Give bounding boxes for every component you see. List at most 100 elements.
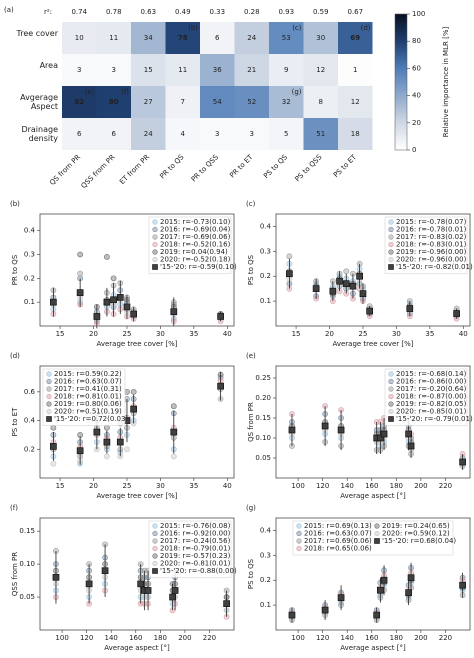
y-tick-label: 0.15 [255, 414, 271, 422]
legend-swatch [388, 401, 394, 407]
mean-marker [116, 438, 124, 446]
year-point [77, 270, 84, 277]
cell-value: 54 [213, 98, 222, 106]
cell-value: 6 [215, 34, 220, 42]
x-tick-label: 35 [189, 330, 198, 338]
legend: 2015: r=-0.68(0.14)2016: r=-0.86(0.00)20… [384, 368, 473, 426]
legend-swatch [46, 378, 52, 385]
mean-marker [76, 447, 84, 455]
colorbar-tick-label: 100 [412, 10, 425, 18]
legend: 2015: r=0.59(0.22)2016: r=0.63(0.07)2017… [42, 368, 128, 426]
heatmap-cell [338, 118, 373, 150]
legend-label: 2016: r=-0.92(0.00) [160, 530, 231, 538]
column-label: QS from PR [48, 153, 82, 187]
year-point [124, 446, 130, 453]
x-tick-label: 15 [56, 330, 65, 338]
mean-marker [169, 593, 176, 601]
x-tick-label: 120 [316, 482, 329, 490]
legend-label: '15-'20: r=0.68(0.04) [382, 537, 456, 545]
legend-box [384, 216, 468, 274]
mean-marker [286, 270, 293, 278]
row-label: Drainage density [21, 125, 58, 143]
legend-swatch [152, 530, 158, 537]
x-tick-label: 25 [123, 482, 132, 490]
legend-label: 2019: r=0.04(0.94) [160, 248, 228, 256]
x-tick-label: 30 [156, 330, 165, 338]
legend-label: '15-'20: r=-0.79(0.01) [396, 415, 473, 423]
cell-annotation: (c) [292, 24, 302, 32]
y-axis-label: PS to ET [11, 407, 19, 437]
mean-marker [288, 426, 296, 434]
legend-swatch [152, 241, 158, 248]
cell-value: 11 [178, 66, 187, 74]
legend-swatch [46, 386, 52, 392]
heatmap-cell [131, 118, 166, 150]
heatmap-cell [303, 86, 338, 118]
legend-swatch [388, 249, 394, 255]
colorbar-tick-label: 60 [412, 64, 421, 72]
mean-marker [356, 272, 363, 280]
legend-label: 2016: r=-0.69(0.04) [160, 226, 231, 234]
heatmap-cell [96, 54, 131, 86]
cell-value: 18 [351, 130, 360, 138]
x-tick-label: 20 [89, 482, 98, 490]
plot-frame [275, 517, 471, 631]
panel-label: (e) [246, 352, 256, 360]
cell-value: 3 [112, 66, 116, 74]
r2-value: 0.93 [278, 8, 294, 16]
legend-swatch [46, 401, 52, 407]
y-tick-label: 0.2 [260, 272, 271, 280]
y-axis-label: PR to QS [11, 254, 19, 285]
y-axis-label: PS to QS [247, 558, 255, 589]
cell-value: 3 [215, 130, 219, 138]
legend-swatch [152, 234, 158, 240]
legend-swatch [296, 538, 302, 544]
cell-annotation: (f) [121, 88, 129, 96]
row-label: Area [39, 61, 58, 70]
legend-label: 2019: r=0.24(0.65) [382, 522, 450, 530]
cell-value: 12 [351, 98, 360, 106]
legend-swatch [388, 416, 394, 422]
heatmap-cell [338, 86, 373, 118]
legend-swatch [46, 393, 52, 400]
cell-value: 6 [77, 130, 82, 138]
legend-swatch [374, 523, 380, 529]
x-tick-label: 40 [223, 330, 232, 338]
mean-marker [459, 458, 466, 466]
x-tick-label: 200 [414, 634, 427, 642]
legend-label: 2019: r=-0.82(0.05) [396, 400, 467, 408]
year-point [103, 253, 110, 260]
legend-swatch [388, 386, 394, 392]
cell-value: 4 [181, 130, 186, 138]
cell-value: 10 [75, 34, 84, 42]
mean-marker [321, 606, 329, 614]
x-tick-label: 25 [359, 330, 368, 338]
mean-marker [137, 580, 145, 588]
year-point [77, 251, 84, 258]
cell-value: 36 [213, 66, 222, 74]
x-tick-label: 40 [223, 482, 232, 490]
year-point [130, 388, 137, 395]
legend-label: '15-'20: r=-0.59(0.10) [160, 263, 237, 271]
mean-marker [170, 428, 178, 436]
colorbar-label: Relative importance in MLR [%] [442, 27, 450, 138]
mean-marker [217, 382, 224, 390]
legend-label: 2015: r=-0.73(0.10) [160, 218, 231, 226]
y-tick-label: 0.1 [260, 297, 271, 305]
x-tick-label: 120 [316, 634, 329, 642]
x-axis-label: Average aspect [°] [340, 492, 406, 500]
legend-swatch [388, 408, 394, 415]
panel: (f) 100 120 140 160 180 200 220 0.05 0.10 0.15 Aver… [10, 504, 237, 652]
mean-marker [407, 574, 415, 582]
legend-swatch [152, 226, 158, 233]
mean-marker [336, 277, 343, 285]
legend-label: '15-'20: r=0.72(0.03) [54, 415, 128, 423]
y-axis-label: QSS from PR [11, 552, 19, 596]
x-tick-label: 20 [89, 330, 98, 338]
mean-marker [50, 298, 57, 306]
colorbar-tick-label: 40 [412, 92, 421, 100]
legend-swatch [152, 523, 158, 529]
mean-marker [103, 438, 111, 446]
